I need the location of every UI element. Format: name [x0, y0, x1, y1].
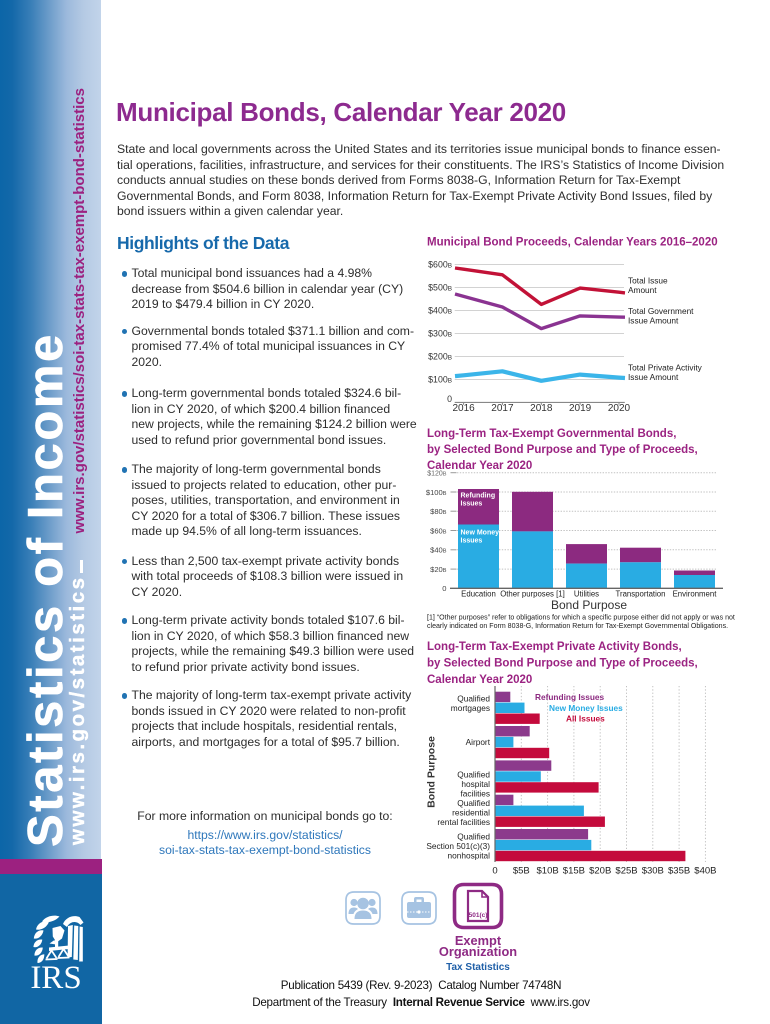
svg-text:Total Private Activity: Total Private Activity	[628, 363, 703, 373]
svg-text:$200B: $200B	[428, 351, 452, 361]
svg-text:Amount: Amount	[628, 285, 657, 295]
svg-text:Long-Term Tax-Exempt Governmen: Long-Term Tax-Exempt Governmental Bonds,	[427, 428, 676, 440]
svg-text:Environment: Environment	[673, 590, 718, 599]
svg-text:$35B: $35B	[668, 866, 690, 877]
svg-text:Qualified: Qualified	[457, 832, 490, 842]
svg-text:Refunding Issues: Refunding Issues	[535, 692, 605, 702]
svg-text:rental facilities: rental facilities	[437, 817, 490, 827]
svg-text:mortgages: mortgages	[451, 703, 490, 713]
svg-text:Utilities: Utilities	[574, 590, 599, 599]
svg-text:hospital: hospital	[461, 779, 490, 789]
svg-text:$25B: $25B	[615, 866, 637, 877]
svg-text:$300B: $300B	[428, 328, 452, 338]
svg-text:Refunding: Refunding	[461, 492, 496, 499]
svg-text:Calendar Year 2020: Calendar Year 2020	[427, 460, 532, 472]
svg-text:$400B: $400B	[428, 305, 452, 315]
svg-text:0: 0	[447, 394, 452, 404]
svg-text:New Money: New Money	[461, 529, 500, 536]
svg-text:$100B: $100B	[426, 488, 447, 497]
svg-text:Education: Education	[461, 590, 496, 599]
svg-text:Municipal Bond Proceeds, Calen: Municipal Bond Proceeds, Calendar Years …	[427, 237, 718, 249]
svg-text:Bond Purpose: Bond Purpose	[551, 598, 627, 612]
svg-text:[1] “Other purposes” refer to: [1] “Other purposes” refer to obligation…	[427, 615, 735, 622]
svg-text:Airport: Airport	[466, 737, 491, 747]
svg-text:$600B: $600B	[428, 259, 452, 269]
svg-text:$60B: $60B	[430, 526, 447, 535]
svg-text:$30B: $30B	[642, 866, 664, 877]
svg-text:Long-Term Tax-Exempt Private A: Long-Term Tax-Exempt Private Activity Bo…	[427, 641, 682, 653]
svg-text:0: 0	[442, 584, 446, 593]
svg-text:Issues: Issues	[461, 501, 483, 508]
svg-text:New Money Issues: New Money Issues	[549, 703, 623, 713]
svg-text:nonhospital: nonhospital	[448, 851, 491, 861]
svg-text:Issue Amount: Issue Amount	[628, 372, 679, 382]
svg-text:clearly indicated on Form 8038: clearly indicated on Form 8038-G, Inform…	[427, 623, 728, 630]
svg-text:$80B: $80B	[430, 507, 447, 516]
svg-text:2019: 2019	[569, 403, 592, 414]
svg-text:$40B: $40B	[430, 546, 447, 555]
svg-text:by Selected Bond Purpose and T: by Selected Bond Purpose and Type of Pro…	[427, 658, 698, 670]
svg-text:Bond Purpose: Bond Purpose	[426, 736, 438, 808]
svg-text:$120B: $120B	[427, 471, 447, 478]
svg-text:Qualified: Qualified	[457, 694, 490, 704]
svg-text:$500B: $500B	[428, 282, 452, 292]
svg-text:$20B: $20B	[589, 866, 611, 877]
svg-text:$5B: $5B	[513, 866, 530, 877]
svg-text:$15B: $15B	[563, 866, 585, 877]
svg-text:501(c): 501(c)	[469, 912, 488, 919]
svg-text:Total Government: Total Government	[628, 306, 694, 316]
svg-text:Qualified: Qualified	[457, 798, 490, 808]
svg-text:by Selected Bond Purpose and T: by Selected Bond Purpose and Type of Pro…	[427, 444, 698, 456]
svg-text:Issue Amount: Issue Amount	[628, 316, 679, 326]
svg-text:0: 0	[492, 866, 497, 877]
svg-text:All Issues: All Issues	[566, 714, 605, 724]
svg-text:residential: residential	[452, 808, 490, 818]
svg-text:Transportation: Transportation	[616, 590, 666, 599]
svg-text:2016: 2016	[452, 403, 475, 414]
svg-text:$40B: $40B	[694, 866, 716, 877]
svg-text:Issues: Issues	[461, 538, 483, 545]
svg-text:2018: 2018	[530, 403, 553, 414]
svg-text:$10B: $10B	[537, 866, 559, 877]
svg-text:Calendar Year 2020: Calendar Year 2020	[427, 674, 532, 686]
svg-text:IRS: IRS	[30, 960, 81, 991]
svg-text:facilities: facilities	[460, 788, 490, 798]
svg-text:$100B: $100B	[428, 374, 452, 384]
svg-text:$20B: $20B	[430, 565, 447, 574]
svg-text:2020: 2020	[608, 403, 631, 414]
svg-text:Total Issue: Total Issue	[628, 276, 668, 286]
svg-text:Qualified: Qualified	[457, 770, 490, 780]
svg-text:Section 501(c)(3): Section 501(c)(3)	[426, 841, 490, 851]
svg-text:2017: 2017	[491, 403, 514, 414]
svg-text:Other purposes [1]: Other purposes [1]	[500, 590, 565, 599]
